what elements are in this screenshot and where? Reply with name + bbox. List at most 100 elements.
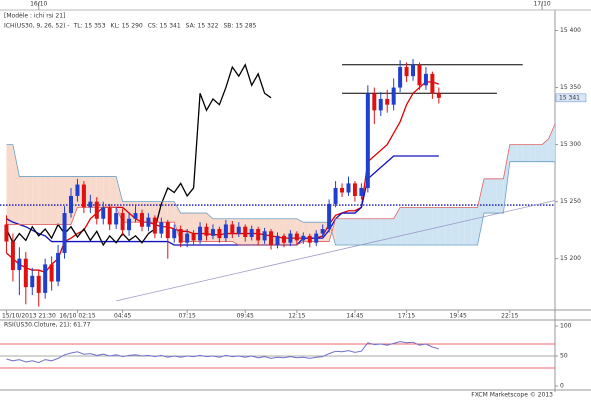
candle-body (327, 203, 332, 230)
y-tick-label: 15 400 (560, 27, 581, 34)
cloud-segment (335, 218, 343, 245)
chart-title: [Modèle : ichi rsi 21] (4, 13, 65, 20)
cloud-segment (380, 218, 388, 245)
x-tick-label: 12:15 (288, 313, 305, 320)
candle-body (391, 87, 396, 105)
cloud-segment (148, 201, 155, 223)
rsi-tick-label: 0 (560, 383, 564, 390)
indicator-label: ICH(US30, 9, 26, 52) - (4, 23, 70, 30)
candle-body (107, 207, 112, 225)
candle-body (36, 275, 41, 293)
candle-body (191, 233, 196, 241)
candle-body (385, 98, 390, 105)
cloud-segment (535, 144, 543, 162)
x-tick-label: 19:45 (450, 313, 467, 320)
cloud-segment (464, 207, 472, 245)
y-tick-label: 15 350 (560, 84, 581, 91)
candle-body (172, 229, 177, 239)
cloud-segment (400, 207, 407, 245)
candle-body (75, 184, 80, 196)
candle-body (217, 229, 222, 239)
footer: FXCM Marketscope © 2013 (471, 392, 553, 399)
candle-body (81, 184, 86, 208)
cloud-segment (509, 144, 517, 162)
candle-body (275, 235, 280, 245)
cloud-segment (45, 176, 52, 225)
legend-entry: TL: 15 353 (73, 23, 106, 30)
candle-body (365, 93, 370, 188)
cloud-segment (6, 144, 13, 225)
cloud-segment (51, 176, 59, 225)
candle-body (210, 229, 215, 236)
candle-body (307, 235, 312, 243)
cloud-segment (516, 144, 523, 162)
series-line (6, 144, 555, 246)
candle-body (56, 252, 61, 282)
candle-body (404, 67, 409, 77)
candle-body (30, 275, 35, 288)
candle-body (249, 229, 254, 237)
candle-body (314, 233, 319, 243)
cloud-segment (32, 176, 39, 225)
cloud-segment (496, 178, 504, 214)
cloud-segment (342, 218, 349, 245)
cloud-segment (90, 176, 97, 208)
legend-entry: KL: 15 290 (111, 23, 143, 30)
trendline (116, 200, 556, 302)
candle-body (288, 233, 293, 243)
candle-body (372, 93, 377, 111)
candle-body (62, 213, 67, 253)
cloud-segment (103, 176, 110, 208)
candle-body (88, 201, 93, 208)
candle-body (423, 73, 428, 86)
cloud-segment (58, 176, 65, 225)
candle-body (436, 93, 441, 98)
candle-body (120, 213, 125, 231)
rsi-title: RSI(US30.Cloture, 21): 61.77 (4, 322, 91, 329)
candle-body (223, 224, 228, 239)
candle-body (281, 235, 286, 243)
cloud-segment (354, 218, 362, 245)
candle-body (152, 217, 157, 234)
cloud-segment (245, 218, 252, 245)
candle-body (346, 183, 351, 193)
cloud-segment (154, 201, 162, 223)
x-tick-label: 04:45 (114, 313, 131, 320)
cloud-segment (238, 218, 246, 245)
cloud-segment (348, 218, 355, 245)
candle-body (127, 218, 132, 231)
candle-body (4, 224, 9, 242)
candle-body (159, 222, 164, 234)
candle-body (294, 233, 299, 241)
candle-body (198, 226, 203, 241)
candle-body (411, 64, 416, 77)
cloud-segment (109, 176, 117, 208)
cloud-segment (25, 176, 33, 225)
candle-body (23, 258, 28, 288)
candle-body (178, 229, 183, 243)
candle-body (165, 222, 170, 239)
cloud-segment (413, 207, 420, 245)
x-tick-label: 09:45 (237, 313, 254, 320)
candle-body (49, 264, 54, 282)
rsi-tick-label: 100 (560, 323, 572, 330)
candle-body (43, 264, 48, 293)
candle-body (204, 226, 209, 236)
candle-body (101, 207, 106, 219)
cloud-segment (542, 138, 549, 162)
candle-body (378, 98, 383, 111)
x-tick-label: 14:45 (346, 313, 363, 320)
candle-body (359, 187, 364, 196)
candle-body (352, 183, 357, 196)
cloud-segment (471, 207, 478, 245)
cloud-segment (374, 218, 381, 245)
candle-body (256, 229, 261, 241)
x-tick-label: 07:15 (179, 313, 196, 320)
cloud-segment (361, 218, 368, 245)
candle-body (10, 241, 15, 271)
cloud-segment (96, 176, 104, 208)
cloud-segment (161, 201, 168, 223)
y-tick-label: 15 300 (560, 141, 581, 148)
price-marker-label: 15 341 (559, 94, 580, 101)
